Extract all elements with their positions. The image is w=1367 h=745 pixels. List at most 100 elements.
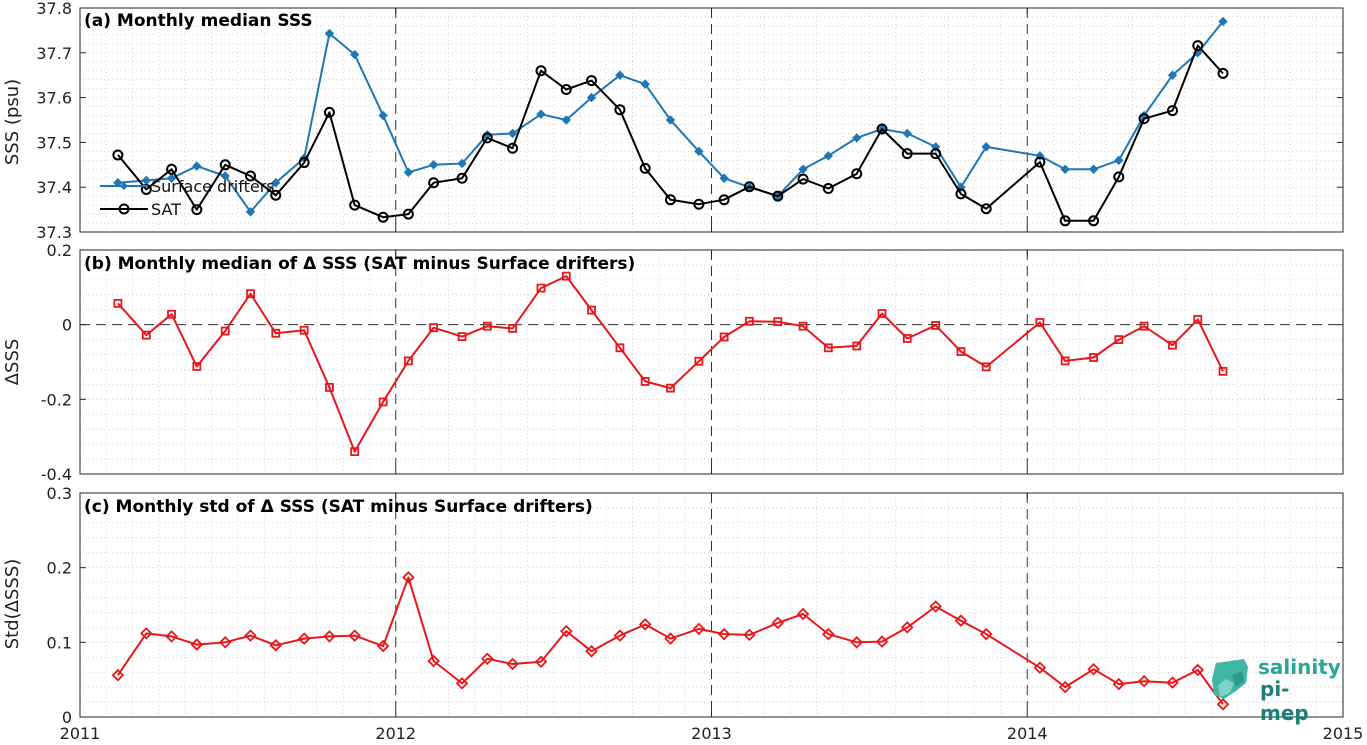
data-point	[1113, 171, 1125, 183]
data-point	[823, 343, 833, 353]
data-point	[376, 639, 390, 653]
data-point	[1191, 663, 1205, 677]
data-point	[1137, 674, 1151, 688]
data-point	[718, 194, 730, 206]
data-point	[112, 149, 124, 161]
data-point	[1138, 113, 1150, 125]
data-point	[166, 173, 177, 183]
data-point	[640, 377, 650, 386]
data-point	[245, 207, 256, 217]
salinity-pi-mep-logo: salinity pi-mep	[1208, 655, 1341, 725]
data-point	[299, 325, 309, 335]
data-point	[1114, 155, 1124, 166]
data-point	[875, 635, 889, 648]
y-tick-label: 37.5	[36, 133, 72, 152]
data-point	[1193, 315, 1203, 324]
data-point	[378, 110, 388, 121]
data-point	[378, 397, 388, 407]
data-point	[1139, 321, 1149, 331]
data-point	[271, 328, 281, 338]
data-point	[481, 132, 493, 144]
data-point	[140, 627, 153, 640]
data-point	[877, 309, 887, 318]
data-point	[428, 160, 439, 170]
data-point	[429, 323, 439, 333]
data-point	[270, 189, 282, 201]
data-point	[507, 128, 518, 139]
data-point	[348, 629, 361, 642]
data-point	[852, 133, 862, 143]
data-point	[640, 79, 650, 89]
data-point	[166, 163, 178, 175]
data-point	[639, 162, 651, 174]
data-point	[1192, 40, 1204, 52]
x-tick-label: 2014	[1007, 724, 1048, 743]
data-point	[979, 627, 993, 641]
data-point	[560, 84, 572, 96]
data-point	[772, 190, 784, 202]
data-point	[245, 170, 257, 182]
data-point	[981, 142, 991, 152]
data-point	[325, 382, 334, 392]
data-point	[298, 157, 310, 169]
data-point	[191, 204, 203, 216]
data-point	[614, 104, 626, 116]
data-point	[822, 183, 834, 195]
data-point	[403, 167, 414, 178]
x-tick-label: 2011	[60, 724, 101, 743]
data-point	[350, 447, 360, 457]
data-point	[743, 628, 756, 642]
data-point	[1035, 318, 1045, 327]
data-point	[694, 356, 704, 366]
y-tick-label: 0.2	[47, 241, 72, 260]
y-tick-label: -0.2	[41, 390, 72, 409]
data-point	[535, 65, 547, 77]
data-point	[1088, 164, 1099, 174]
data-point	[1034, 156, 1046, 168]
data-point	[402, 571, 415, 584]
data-point	[1114, 335, 1124, 345]
panel-a-sss: (a) Monthly median SSS SSS (psu) 37.3 37.…	[2, 0, 1344, 242]
data-point	[349, 199, 361, 211]
y-tick-label: 0	[62, 708, 72, 727]
y-tick-label: 0.1	[47, 633, 72, 652]
data-point	[1112, 677, 1126, 691]
data-point	[850, 636, 864, 649]
data-point	[269, 639, 283, 652]
data-point	[823, 151, 834, 161]
x-tick-label: 2013	[691, 724, 732, 743]
data-point	[246, 289, 255, 299]
y-tick-label: 37.4	[36, 178, 72, 197]
data-point	[1166, 105, 1178, 117]
data-point	[1088, 215, 1100, 227]
logo-text-line1: salinity	[1258, 655, 1341, 679]
data-point	[457, 332, 467, 342]
data-point	[1058, 680, 1072, 694]
data-point	[694, 146, 704, 157]
legend: Surface drifters SAT	[100, 177, 275, 219]
data-point	[377, 211, 389, 223]
legend-label-sat: SAT	[151, 200, 181, 219]
salinity-logo-icon	[1212, 659, 1248, 699]
data-point	[981, 362, 991, 372]
legend-marker-sat	[118, 203, 130, 215]
panel-c-ylabel: Std(ΔSSS)	[2, 559, 23, 650]
data-point	[349, 49, 360, 60]
panel-a-ylabel: SSS (psu)	[2, 79, 23, 165]
data-point	[1167, 70, 1178, 80]
data-point	[508, 323, 517, 333]
data-point	[586, 92, 597, 103]
data-point	[1218, 16, 1228, 27]
data-point	[561, 115, 571, 125]
data-point	[1166, 676, 1179, 689]
data-point	[402, 208, 414, 220]
y-tick-label: 37.7	[36, 44, 72, 63]
data-point	[638, 618, 652, 631]
data-point	[1217, 67, 1229, 79]
data-point	[798, 164, 808, 174]
data-point	[536, 109, 546, 119]
data-point	[771, 616, 785, 630]
y-tick-label: 0.3	[47, 484, 72, 503]
data-point	[717, 627, 731, 641]
data-point	[111, 668, 125, 682]
